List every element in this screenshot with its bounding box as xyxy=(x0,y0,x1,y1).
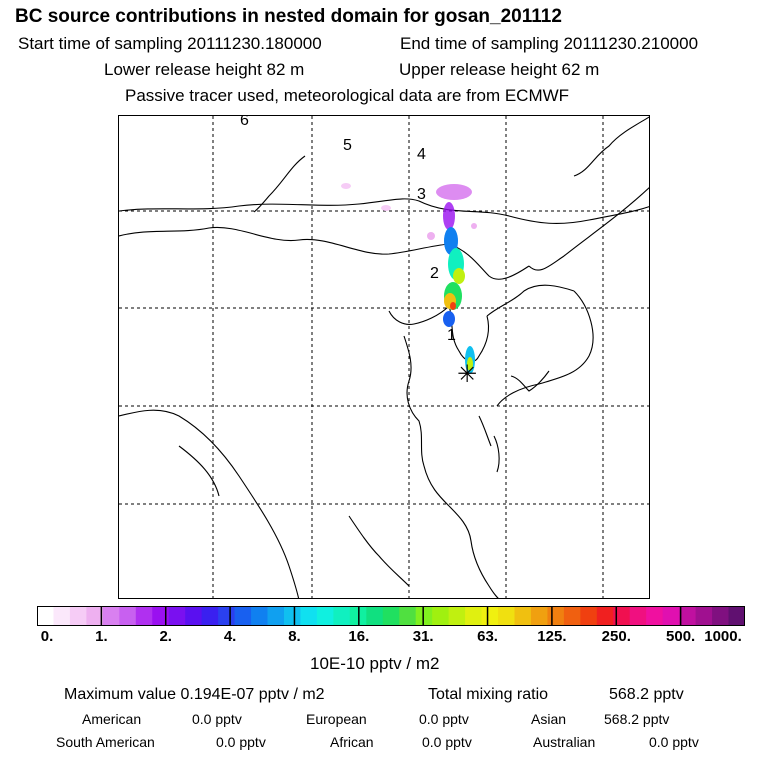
colorbar-tick-label: 63. xyxy=(477,628,498,645)
colorbar-cell xyxy=(267,606,285,626)
african-value: 0.0 pptv xyxy=(422,734,472,750)
asian-label: Asian xyxy=(531,711,567,727)
colorbar-cell xyxy=(530,606,549,626)
colorbar-tick-label: 2. xyxy=(159,628,172,645)
colorbar-cell xyxy=(399,606,417,626)
upper-release-height: Upper release height 62 m xyxy=(399,60,600,79)
colorbar-cell xyxy=(69,606,87,626)
trajectory-label-5: 5 xyxy=(343,137,352,154)
colorbar-cell xyxy=(86,606,104,626)
colorbar-tick-label: 8. xyxy=(288,628,301,645)
colorbar-cell xyxy=(119,606,137,626)
lower-release-height: Lower release height 82 m xyxy=(104,60,305,79)
american-label: American xyxy=(82,711,142,727)
trajectory-label-1: 1 xyxy=(447,327,456,344)
model-note: Passive tracer used, meteorological data… xyxy=(125,86,570,105)
colorbar-tick-label: 4. xyxy=(223,628,237,645)
trajectory-label-2: 2 xyxy=(430,265,439,282)
colorbar-cell xyxy=(596,606,614,626)
total-mixing-value: 568.2 pptv xyxy=(609,686,684,703)
colorbar-tick-label: 16. xyxy=(348,628,370,645)
colorbar-cell xyxy=(185,606,203,626)
colorbar-cell xyxy=(712,606,730,626)
colorbar-tick-label: 0. xyxy=(40,628,54,645)
map-panel: 6 5 4 3 2 1 ✳ xyxy=(118,115,650,599)
colorbar-cell xyxy=(679,606,697,626)
colorbar-cell xyxy=(728,606,745,626)
release-heights: Lower release height 82 m Upper release … xyxy=(104,60,599,80)
colorbar-tick-label: 1. xyxy=(95,628,108,645)
trajectory-label-3: 3 xyxy=(417,186,426,203)
colorbar-cell xyxy=(465,606,483,626)
colorbar-cell xyxy=(102,606,120,626)
colorbar-cell xyxy=(563,606,581,626)
american-value: 0.0 pptv xyxy=(192,711,242,727)
colorbar-cell xyxy=(218,606,236,626)
start-time: Start time of sampling 20111230.180000 xyxy=(18,34,322,53)
european-value: 0.0 pptv xyxy=(419,711,469,727)
lat-lon-grid xyxy=(119,116,649,598)
sampling-times: Start time of sampling 20111230.180000 E… xyxy=(18,34,698,54)
colorbar-cell xyxy=(37,606,55,626)
colorbar-cell xyxy=(498,606,516,626)
trajectory-label-6: 6 xyxy=(240,116,249,129)
colorbar-cell xyxy=(481,606,499,626)
colorbar-cell xyxy=(135,606,153,626)
colorbar-cell xyxy=(547,606,565,626)
colorbar-cell xyxy=(695,606,713,626)
colorbar-cell xyxy=(168,606,186,626)
colorbar-cell xyxy=(432,606,450,626)
colorbar-cell xyxy=(580,606,598,626)
colorbar-cell xyxy=(646,606,664,626)
colorbar-unit: 10E-10 pptv / m2 xyxy=(310,654,440,673)
colorbar-cell xyxy=(613,606,631,626)
colorbar-cell xyxy=(629,606,647,626)
colorbar-tick-label: 125. xyxy=(537,628,567,645)
african-label: African xyxy=(330,734,374,750)
end-time: End time of sampling 20111230.210000 xyxy=(400,34,699,53)
colorbar-cell xyxy=(333,606,351,626)
european-label: European xyxy=(306,711,367,727)
south-american-label: South American xyxy=(56,734,155,750)
colorbar-cell xyxy=(316,606,334,626)
colorbar xyxy=(37,606,745,626)
colorbar-cell xyxy=(234,606,252,626)
map-canvas: 6 5 4 3 2 1 ✳ xyxy=(119,116,649,598)
colorbar-cells xyxy=(37,606,745,626)
colorbar-cell xyxy=(152,606,170,626)
colorbar-cell xyxy=(514,606,532,626)
plot-title: BC source contributions in nested domain… xyxy=(15,6,562,27)
total-mixing-label: Total mixing ratio xyxy=(428,686,549,703)
australian-value: 0.0 pptv xyxy=(649,734,699,750)
colorbar-cell xyxy=(283,606,302,626)
colorbar-cell xyxy=(366,606,384,626)
colorbar-cell xyxy=(415,606,433,626)
colorbar-tick-label: 250. xyxy=(601,628,631,645)
asian-value: 568.2 pptv xyxy=(604,711,670,727)
trajectory-label-4: 4 xyxy=(417,146,426,163)
coastlines xyxy=(119,116,649,598)
colorbar-cell xyxy=(662,606,680,626)
australian-label: Australian xyxy=(533,734,596,750)
colorbar-tick-label: 500. xyxy=(666,628,696,645)
colorbar-cell xyxy=(448,606,466,626)
receptor-marker: ✳ xyxy=(457,360,477,388)
colorbar-cell xyxy=(201,606,219,626)
trajectory-labels: 6 5 4 3 2 1 xyxy=(240,116,456,344)
colorbar-cell xyxy=(53,606,71,626)
colorbar-cell xyxy=(251,606,269,626)
colorbar-tick-label: 31. xyxy=(412,628,434,645)
colorbar-cell xyxy=(382,606,400,626)
colorbar-cell xyxy=(300,606,318,626)
concentration-plume xyxy=(341,183,477,374)
south-american-value: 0.0 pptv xyxy=(216,734,266,750)
max-value: Maximum value 0.194E-07 pptv / m2 xyxy=(64,686,325,703)
colorbar-tick-label: 1000. xyxy=(704,628,742,645)
